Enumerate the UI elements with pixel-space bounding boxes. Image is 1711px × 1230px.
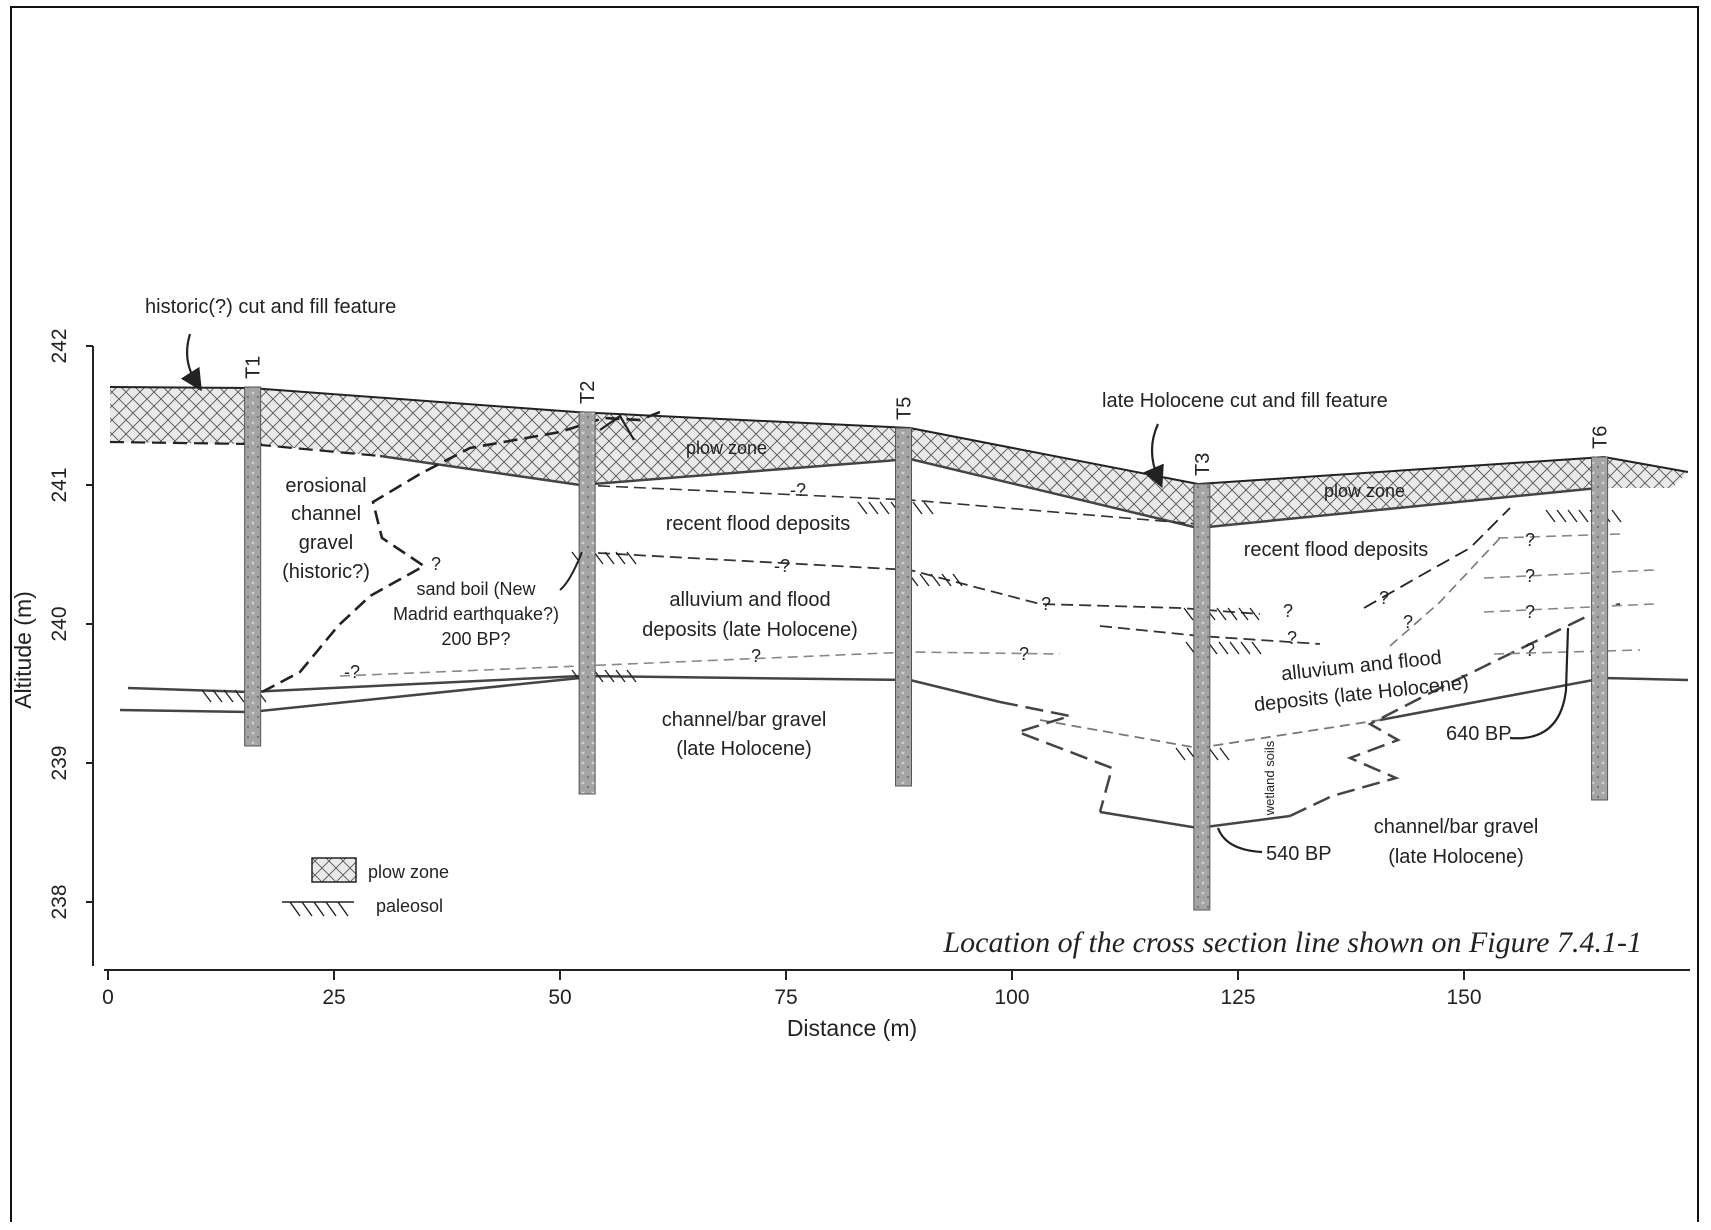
uncertain-mark: -? [774, 556, 790, 576]
erosional-label-4: (historic?) [282, 561, 370, 583]
channel-b-label-1: channel/bar gravel [1374, 816, 1539, 838]
legend-paleosol-label: paleosol [376, 896, 443, 916]
sand-boil-line [599, 414, 635, 441]
uncertain-mark: ? [431, 554, 441, 574]
paleosol-hatch [857, 501, 934, 515]
erosional-label-2: channel [291, 503, 361, 525]
trench-column [244, 386, 262, 747]
erosional-label-3: gravel [299, 532, 353, 554]
uncertain-mark: ? [1525, 640, 1535, 660]
x-tick-label: 100 [994, 986, 1029, 1009]
trench-column [578, 411, 596, 795]
axes: 242 241 240 239 238 0 25 50 75 100 125 150 Distanc… [10, 328, 1690, 1041]
sand-boil-leader [559, 551, 583, 591]
figure-frame [10, 6, 1699, 1222]
trench-column [895, 427, 913, 787]
uncertain-mark: ? [1403, 612, 1413, 632]
legend-paleosol-swatch [282, 901, 354, 917]
historic-cut-dashed-line [109, 440, 381, 458]
trench-t5: T5 [894, 397, 916, 787]
trench-t3: T3 [1192, 453, 1214, 911]
trench-t6: T6 [1590, 426, 1612, 801]
alluvium-a-label-2: deposits (late Holocene) [642, 619, 858, 641]
trench-columns: T1 T2 T5 T3 T6 [243, 356, 1612, 911]
x-tick-label: 25 [322, 986, 345, 1009]
y-tick-label: 240 [48, 606, 71, 641]
x-axis-title: Distance (m) [787, 1015, 917, 1041]
uncertain-mark: ? [1287, 628, 1297, 648]
plow-zone-label-1: plow zone [686, 438, 767, 458]
paleosol-hatch [1545, 509, 1622, 523]
sandboil-label-1: sand boil (New [416, 579, 536, 599]
uncertain-mark: ? [751, 646, 761, 666]
late-holocene-feature-label: late Holocene cut and fill feature [1102, 390, 1388, 412]
legend-plow-zone-label: plow zone [368, 862, 449, 882]
uncertain-contact-marks: ? -? -????? ? -??????? [344, 480, 1535, 682]
uncertain-mark: ? [1379, 588, 1389, 608]
trench-label: T5 [894, 397, 916, 420]
annotations: historic(?) cut and fill feature late Ho… [145, 296, 1538, 868]
date-540-label: 540 BP [1266, 843, 1332, 865]
uncertain-mark: ? [1283, 601, 1293, 621]
x-tick-label: 125 [1220, 986, 1255, 1009]
legend: plow zone paleosol [282, 857, 449, 917]
alluvium-a-label-1: alluvium and flood [669, 589, 830, 611]
uncertain-mark: ? [1041, 594, 1051, 614]
t3-t6-dashed-2 [1389, 537, 1501, 647]
uncertain-mark: ? [1525, 566, 1535, 586]
trench-label: T3 [1192, 453, 1214, 476]
erosional-label-1: erosional [285, 475, 366, 497]
wetland-soils-label: wetland soils [1262, 740, 1277, 816]
y-tick-label: 238 [48, 884, 71, 919]
y-ticks: 242 241 240 239 238 [48, 328, 93, 920]
channel-cut-dashed-outline [999, 602, 1621, 818]
trench-label: T6 [1590, 426, 1612, 449]
legend-plow-zone-swatch [311, 857, 357, 883]
recent-flood-label-2: recent flood deposits [1244, 539, 1429, 561]
uncertain-mark: ? [1525, 530, 1535, 550]
x-ticks: 0 25 50 75 100 125 150 [102, 970, 1482, 1009]
x-tick-label: 50 [548, 986, 571, 1009]
channel-b-label-2: (late Holocene) [1388, 846, 1524, 868]
date-640-label: 640 BP [1446, 723, 1512, 745]
channel-a-label-1: channel/bar gravel [662, 709, 827, 731]
channel-a-label-2: (late Holocene) [676, 738, 812, 760]
historic-feature-label: historic(?) cut and fill feature [145, 296, 396, 318]
uncertain-mark: ? [1019, 644, 1029, 664]
y-tick-label: 242 [48, 328, 71, 363]
trench-label: T2 [577, 381, 599, 404]
uncertain-mark: ? [1525, 602, 1535, 622]
historic-feature-arrow [180, 333, 202, 392]
t6-dashed-3 [1483, 603, 1655, 613]
t3-t6-dashed-1 [1363, 507, 1511, 609]
figure-caption: Location of the cross section line shown… [942, 926, 1642, 959]
uncertain-mark: -? [790, 480, 806, 500]
date-540-leader [1216, 827, 1263, 854]
uncertain-mark: -? [344, 662, 360, 682]
x-tick-label: 0 [102, 986, 114, 1009]
trench-t2: T2 [577, 381, 599, 795]
trench-column [1591, 456, 1609, 801]
plow-zone-label-2: plow zone [1324, 481, 1405, 501]
sandboil-label-2: Madrid earthquake?) [393, 604, 559, 624]
trench-column [1193, 483, 1211, 911]
trench-label: T1 [243, 356, 265, 379]
x-tick-label: 75 [774, 986, 797, 1009]
y-tick-label: 241 [48, 467, 71, 502]
y-tick-label: 239 [48, 745, 71, 780]
late-holocene-feature-arrow [1143, 423, 1164, 489]
y-axis-title: Altitude (m) [10, 591, 36, 709]
sandboil-label-3: 200 BP? [441, 629, 510, 649]
erosional-channel-outline [261, 410, 661, 694]
gravel-base-line-left [119, 676, 581, 714]
gravel-top-dashed-line [339, 651, 1061, 677]
x-tick-label: 150 [1446, 986, 1481, 1009]
date-640-leader [1509, 627, 1570, 740]
trench-t1: T1 [243, 356, 265, 747]
recent-flood-label-1: recent flood deposits [666, 513, 851, 535]
t6-dashed-2 [1483, 569, 1655, 579]
